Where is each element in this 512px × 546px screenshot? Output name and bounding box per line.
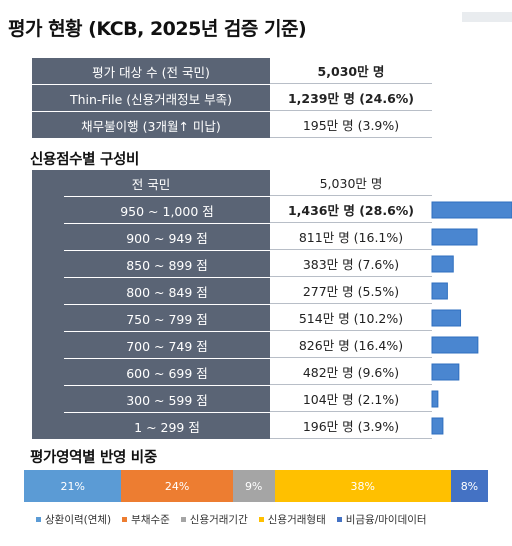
score-range-label: 600 ~ 699 점 (32, 359, 270, 385)
score-bar (431, 201, 512, 219)
score-value-label: 811만 명 (16.1%) (270, 224, 432, 250)
legend-label: 상환이력(연체) (45, 514, 112, 526)
score-value-label: 383만 명 (7.6%) (270, 251, 432, 277)
score-range-label: 800 ~ 849 점 (32, 278, 270, 304)
score-row: 950 ~ 1,000 점 1,436만 명 (28.6%) (32, 197, 432, 223)
score-bar (431, 336, 479, 354)
score-section-title: 신용점수별 구성비 (30, 152, 140, 168)
score-range-label: 300 ~ 599 점 (32, 386, 270, 412)
weight-segment: 38% (274, 470, 451, 502)
weight-legend: 상환이력(연체) 부채수준 신용거래기간 신용거래형태 비금융/마이데이터 (36, 512, 438, 527)
summary-value: 5,030만 명 (270, 58, 432, 84)
legend-item: 신용거래형태 (258, 512, 326, 527)
summary-row: 평가 대상 수 (전 국민) 5,030만 명 (32, 58, 432, 84)
summary-label: 평가 대상 수 (전 국민) (32, 58, 270, 84)
legend-item: 신용거래기간 (180, 512, 248, 527)
legend-swatch (180, 517, 186, 522)
score-total-label: 전 국민 (32, 170, 270, 196)
score-range-label: 850 ~ 899 점 (32, 251, 270, 277)
legend-item: 비금융/마이데이터 (336, 512, 427, 527)
weight-segment: 21% (24, 470, 122, 502)
weight-segment: 8% (450, 470, 488, 502)
summary-row: 채무불이행 (3개월↑ 미납) 195만 명 (3.9%) (32, 112, 432, 138)
score-bar (431, 282, 448, 300)
score-value-label: 104만 명 (2.1%) (270, 386, 432, 412)
score-row: 300 ~ 599 점 104만 명 (2.1%) (32, 386, 432, 412)
legend-swatch (336, 517, 342, 522)
score-value-label: 826만 명 (16.4%) (270, 332, 432, 358)
legend-swatch (36, 517, 41, 522)
score-value-label: 1,436만 명 (28.6%) (270, 197, 432, 223)
score-bar (431, 417, 444, 435)
score-value-label: 277만 명 (5.5%) (270, 278, 432, 304)
summary-label: 채무불이행 (3개월↑ 미납) (32, 112, 270, 138)
score-bar (431, 228, 478, 246)
legend-label: 부채수준 (131, 514, 170, 526)
score-range-label: 950 ~ 1,000 점 (32, 197, 270, 223)
legend-label: 신용거래기간 (189, 514, 248, 526)
score-bar (431, 390, 439, 408)
legend-label: 신용거래형태 (267, 514, 326, 526)
weight-section-title: 평가영역별 반영 비중 (30, 450, 157, 466)
score-range-label: 1 ~ 299 점 (32, 413, 270, 439)
summary-row: Thin-File (신용거래정보 부족) 1,239만 명 (24.6%) (32, 85, 432, 111)
score-range-label: 750 ~ 799 점 (32, 305, 270, 331)
score-row: 700 ~ 749 점 826만 명 (16.4%) (32, 332, 432, 358)
score-range-label: 700 ~ 749 점 (32, 332, 270, 358)
legend-item: 부채수준 (122, 512, 170, 527)
summary-value: 195만 명 (3.9%) (270, 112, 432, 138)
legend-item: 상환이력(연체) (36, 512, 111, 527)
score-value-label: 514만 명 (10.2%) (270, 305, 432, 331)
weight-segment: 24% (121, 470, 233, 502)
score-bar (431, 255, 454, 273)
page-title: 평가 현황 (KCB, 2025년 검증 기준) (8, 18, 307, 40)
score-row: 750 ~ 799 점 514만 명 (10.2%) (32, 305, 432, 331)
score-value-label: 196만 명 (3.9%) (270, 413, 432, 439)
score-total-value: 5,030만 명 (270, 170, 432, 196)
score-bar (431, 363, 460, 381)
legend-swatch (258, 517, 264, 522)
score-bar (431, 309, 462, 327)
weight-stacked-bar: 21% 24% 9% 38% 8% (24, 470, 488, 502)
summary-value: 1,239만 명 (24.6%) (270, 85, 432, 111)
weight-segment: 9% (232, 470, 275, 502)
score-row: 850 ~ 899 점 383만 명 (7.6%) (32, 251, 432, 277)
score-range-label: 900 ~ 949 점 (32, 224, 270, 250)
score-total-row: 전 국민 5,030만 명 (32, 170, 432, 196)
score-row: 1 ~ 299 점 196만 명 (3.9%) (32, 413, 432, 439)
summary-label: Thin-File (신용거래정보 부족) (32, 85, 270, 111)
score-row: 600 ~ 699 점 482만 명 (9.6%) (32, 359, 432, 385)
legend-swatch (122, 517, 128, 522)
score-row: 900 ~ 949 점 811만 명 (16.1%) (32, 224, 432, 250)
score-value-label: 482만 명 (9.6%) (270, 359, 432, 385)
legend-label: 비금융/마이데이터 (345, 514, 427, 526)
score-row: 800 ~ 849 점 277만 명 (5.5%) (32, 278, 432, 304)
score-table-stub (32, 196, 64, 436)
top-decoration (462, 12, 512, 22)
